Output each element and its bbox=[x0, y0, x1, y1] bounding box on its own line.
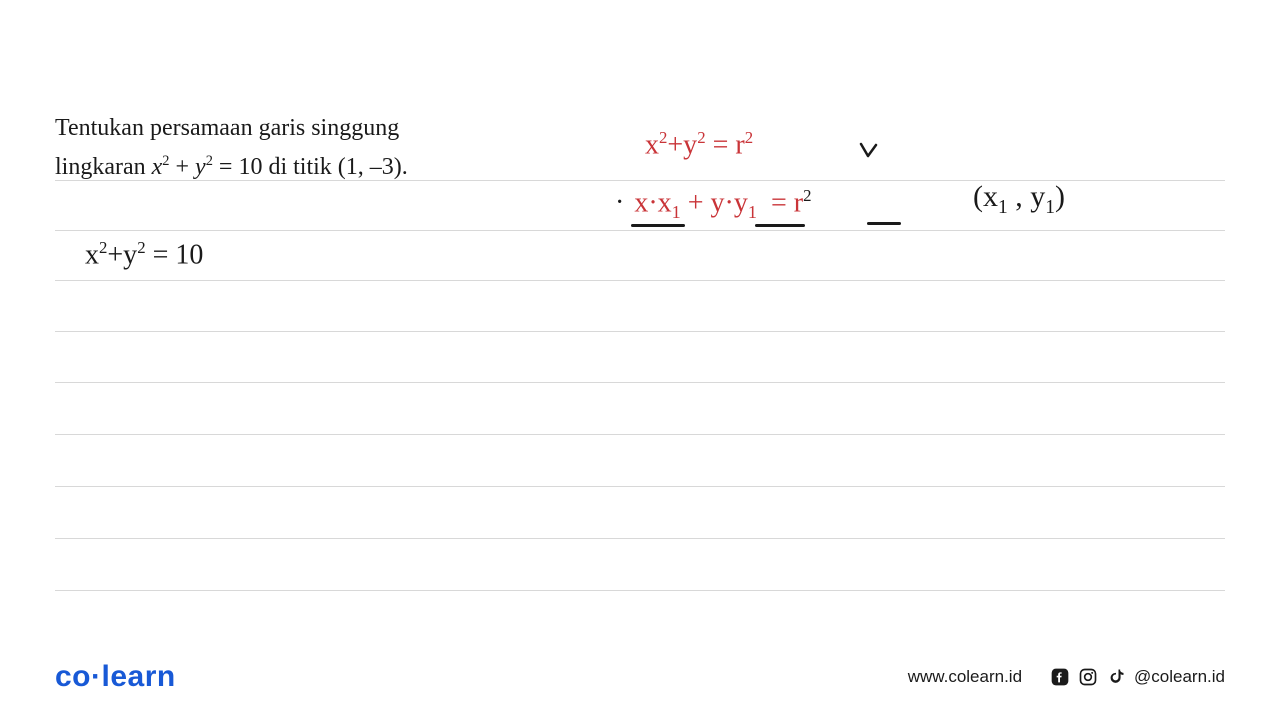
instagram-icon bbox=[1078, 667, 1098, 687]
handwriting-red-eq1: x2+y2 = r2 bbox=[645, 128, 753, 161]
social-icons: @colearn.id bbox=[1050, 667, 1225, 687]
handwriting-black-eq3: x2+y2 = 10 bbox=[85, 238, 203, 271]
facebook-icon bbox=[1050, 667, 1070, 687]
handwriting-red-eq2: ·x·x1 + y·y1 = r2 bbox=[615, 186, 811, 223]
brand-logo: co·learn bbox=[55, 660, 176, 694]
handwriting-black-point: (x1 , y1) bbox=[973, 180, 1065, 219]
ruled-line bbox=[55, 331, 1225, 332]
footer-handle: @colearn.id bbox=[1134, 667, 1225, 687]
content-area: Tentukan persamaan garis singgung lingka… bbox=[55, 110, 1225, 650]
ruled-line bbox=[55, 538, 1225, 539]
ruled-line bbox=[55, 590, 1225, 591]
ruled-line bbox=[55, 230, 1225, 231]
footer: co·learn www.colearn.id @colearn.id bbox=[55, 660, 1225, 694]
ruled-line bbox=[55, 434, 1225, 435]
question-line-2: lingkaran x2 + y2 = 10 di titik (1, –3). bbox=[55, 149, 595, 186]
footer-url: www.colearn.id bbox=[908, 667, 1022, 687]
footer-right: www.colearn.id @colearn.id bbox=[908, 667, 1225, 687]
ruled-line bbox=[55, 382, 1225, 383]
question-text: Tentukan persamaan garis singgung lingka… bbox=[55, 110, 595, 186]
underline-mark bbox=[867, 222, 901, 225]
question-line-1: Tentukan persamaan garis singgung bbox=[55, 110, 595, 147]
ruled-line bbox=[55, 486, 1225, 487]
tick-mark-icon bbox=[858, 142, 880, 160]
ruled-line bbox=[55, 280, 1225, 281]
tiktok-icon bbox=[1106, 667, 1126, 687]
underline-mark bbox=[755, 224, 805, 227]
underline-mark bbox=[631, 224, 685, 227]
